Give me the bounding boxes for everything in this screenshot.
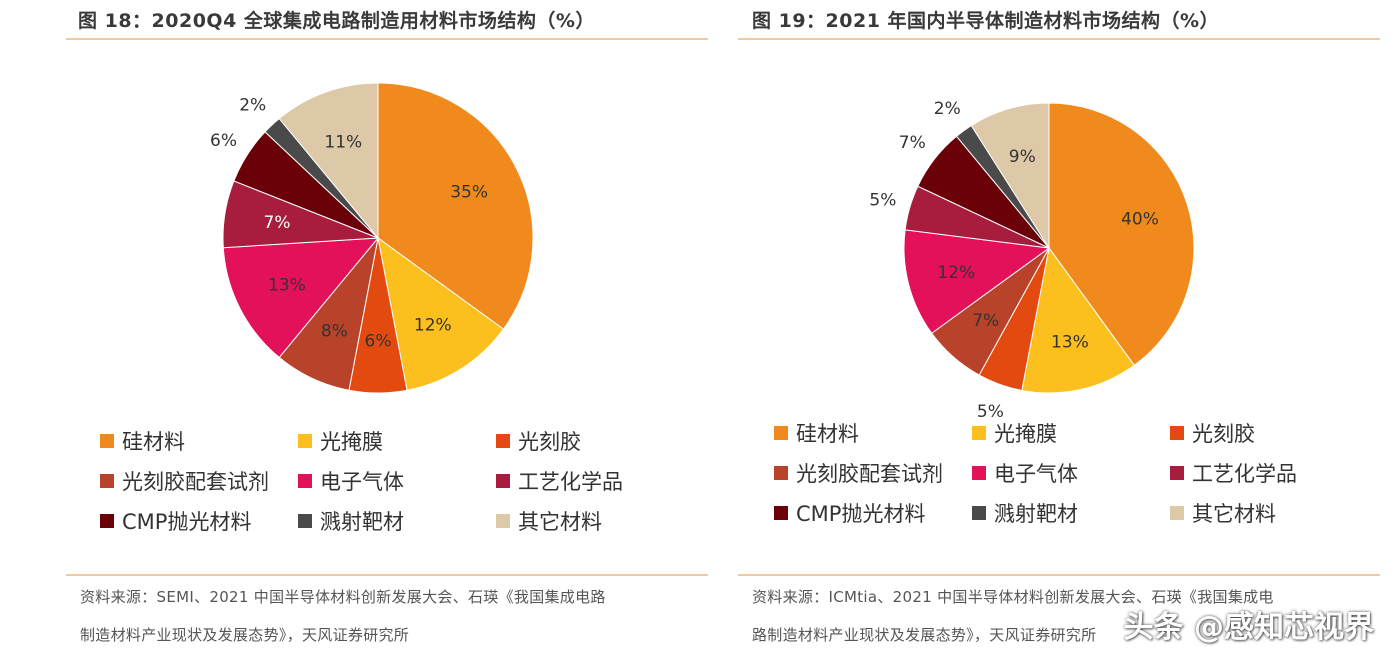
legend-swatch — [496, 474, 510, 488]
legend-item: 其它材料 — [1170, 498, 1276, 528]
legend-item: 溅射靶材 — [298, 506, 404, 536]
legend-item: 光刻胶配套试剂 — [774, 458, 943, 488]
pie-slice-2 — [377, 236, 505, 391]
pie-label-9: 11% — [324, 133, 362, 153]
title-divider — [738, 38, 1380, 40]
pie-label-3: 6% — [365, 331, 392, 351]
watermark: 头条 @感知芯视界 — [1123, 610, 1374, 645]
legend-item: 其它材料 — [496, 506, 602, 536]
pie-label-3: 5% — [977, 402, 1004, 422]
legend-label: 工艺化学品 — [1192, 462, 1297, 486]
pie-label-5: 13% — [268, 275, 306, 295]
source-divider — [66, 574, 708, 576]
chart-panel-right: 图 19：2021 年国内半导体制造材料市场结构（%） 40% 13% 5% 7% 12… — [700, 0, 1396, 660]
legend-swatch — [1170, 506, 1184, 520]
legend-label: 溅射靶材 — [994, 502, 1078, 526]
pie-label-4: 7% — [972, 311, 999, 331]
legend-item: 光掩膜 — [972, 418, 1057, 448]
legend-swatch — [972, 506, 986, 520]
source-divider — [738, 574, 1380, 576]
pie-label-2: 12% — [414, 315, 452, 335]
legend-label: CMP抛光材料 — [122, 510, 252, 534]
source-line: 制造材料产业现状及发展态势》，天风证券研究所 — [80, 626, 410, 644]
legend-label: 光掩膜 — [994, 422, 1057, 446]
legend-swatch — [496, 514, 510, 528]
chart-title: 图 18：2020Q4 全球集成电路制造用材料市场结构（%） — [78, 10, 595, 32]
pie-label-2: 13% — [1051, 332, 1089, 352]
title-divider — [66, 38, 708, 40]
chart-panel-left: 图 18：2020Q4 全球集成电路制造用材料市场结构（%） 35% 12% 6% 8… — [66, 10, 708, 644]
legend-label: 其它材料 — [518, 510, 602, 534]
legend-item: 光掩膜 — [298, 426, 383, 456]
legend-item: 光刻胶 — [1170, 418, 1255, 448]
legend-label: 电子气体 — [320, 470, 404, 494]
pie-label-7: 7% — [899, 133, 926, 153]
legend-swatch — [298, 474, 312, 488]
legend-swatch — [100, 514, 114, 528]
legend-swatch — [972, 426, 986, 440]
pie-label-5: 12% — [937, 263, 975, 283]
legend-item: 硅材料 — [774, 418, 859, 448]
legend-item: 电子气体 — [972, 458, 1078, 488]
chart-title: 图 19：2021 年国内半导体制造材料市场结构（%） — [752, 10, 1220, 32]
legend-swatch — [774, 466, 788, 480]
pie-slice-2 — [1021, 246, 1135, 394]
legend-item: 溅射靶材 — [972, 498, 1078, 528]
legend-swatch — [774, 506, 788, 520]
legend-item: 光刻胶配套试剂 — [100, 466, 269, 496]
legend-label: 光刻胶 — [1192, 422, 1255, 446]
source-line: 资料来源：SEMI、2021 中国半导体材料创新发展大会、石瑛《我国集成电路 — [80, 588, 606, 606]
legend-label: 硅材料 — [122, 430, 185, 454]
source-note: 资料来源：ICMtia、2021 中国半导体材料创新发展大会、石瑛《我国集成电 … — [752, 578, 1392, 654]
source-line: 资料来源：ICMtia、2021 中国半导体材料创新发展大会、石瑛《我国集成电 — [752, 588, 1274, 606]
legend-label: 光刻胶 — [518, 430, 581, 454]
pie-label-9: 9% — [1009, 147, 1036, 167]
legend-swatch — [1170, 466, 1184, 480]
legend-item: 硅材料 — [100, 426, 185, 456]
legend-swatch — [972, 466, 986, 480]
legend-item: 工艺化学品 — [1170, 458, 1297, 488]
pie-slice-9 — [970, 102, 1050, 250]
legend-item: 电子气体 — [298, 466, 404, 496]
legend-label: 工艺化学品 — [518, 470, 623, 494]
legend-label: 电子气体 — [994, 462, 1078, 486]
pie-slice-1 — [377, 82, 534, 330]
legend-item: CMP抛光材料 — [774, 498, 925, 528]
pie-label-8: 2% — [239, 96, 266, 116]
legend-label: 硅材料 — [796, 422, 859, 446]
legend-swatch — [496, 434, 510, 448]
pie-label-6: 7% — [264, 213, 291, 233]
pie-slice-5 — [903, 229, 1051, 334]
legend-label: 溅射靶材 — [320, 510, 404, 534]
pie-label-1: 35% — [450, 183, 488, 203]
legend-label: CMP抛光材料 — [796, 502, 926, 526]
pie-chart-domestic: 40% 13% 5% 7% 12% 5% 7% 2% 9% — [869, 99, 1195, 422]
source-note: 资料来源：SEMI、2021 中国半导体材料创新发展大会、石瑛《我国集成电路 制… — [80, 578, 720, 654]
pie-label-1: 40% — [1121, 209, 1159, 229]
legend-label: 其它材料 — [1192, 502, 1276, 526]
legend-label: 光掩膜 — [320, 430, 383, 454]
legend-label: 光刻胶配套试剂 — [122, 470, 269, 494]
pie-slice-1 — [1048, 102, 1195, 367]
pie-label-4: 8% — [321, 322, 348, 342]
legend-swatch — [1170, 426, 1184, 440]
legend-swatch — [298, 434, 312, 448]
pie-label-7: 6% — [210, 131, 237, 151]
pie-chart-global: 35%12%6%8%13%7%6%2%11% — [210, 82, 534, 394]
legend-item: CMP抛光材料 — [100, 506, 251, 536]
legend-swatch — [100, 474, 114, 488]
legend-item: 工艺化学品 — [496, 466, 623, 496]
pie-label-8: 2% — [934, 99, 961, 119]
pie-slice-9 — [278, 82, 379, 240]
legend-swatch — [100, 434, 114, 448]
legend-label: 光刻胶配套试剂 — [796, 462, 943, 486]
pie-label-6: 5% — [869, 191, 896, 211]
legend-swatch — [774, 426, 788, 440]
source-line: 路制造材料产业现状及发展态势》，天风证券研究所 — [752, 626, 1097, 644]
pie-slice-5 — [222, 237, 380, 359]
legend-swatch — [298, 514, 312, 528]
legend-item: 光刻胶 — [496, 426, 581, 456]
